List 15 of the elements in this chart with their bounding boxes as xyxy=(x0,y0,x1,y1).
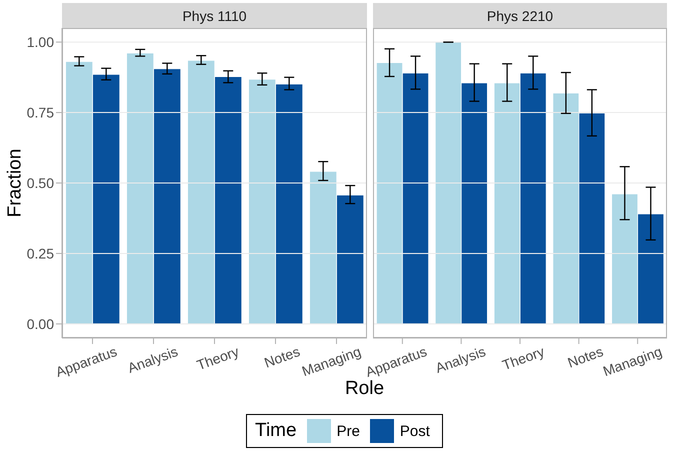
text: Pre xyxy=(336,422,360,440)
y-tick-label: 0.50 xyxy=(26,174,54,191)
y-tick-label: 0.00 xyxy=(26,316,54,332)
legend-title: Time xyxy=(255,420,297,442)
y-tick-label: 0.25 xyxy=(26,245,54,262)
chart-title: Phys 2210 xyxy=(486,8,554,24)
y-tick-label: 0.75 xyxy=(26,104,54,121)
legend-label: Post xyxy=(400,422,430,440)
x-axis-title: Role xyxy=(344,378,384,399)
x-tick-label: Theory xyxy=(194,343,241,374)
y-tick-label: 1.00 xyxy=(26,34,54,50)
chart-title: Phys 1110 xyxy=(182,8,247,24)
x-tick-label: Theory xyxy=(500,343,546,374)
x-tick-label: Notes xyxy=(262,343,302,371)
y-axis-title: Fraction xyxy=(4,148,26,218)
